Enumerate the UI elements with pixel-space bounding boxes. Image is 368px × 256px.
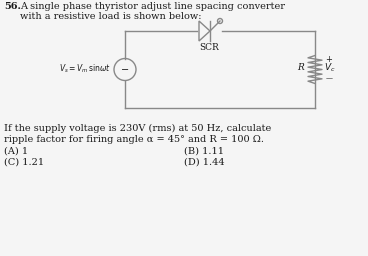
Text: $-$: $-$ [120, 63, 130, 73]
Text: SCR: SCR [199, 43, 219, 52]
Text: (B) 1.11: (B) 1.11 [184, 147, 224, 156]
Text: 56.: 56. [4, 2, 21, 11]
Text: $V_s = V_m\,\mathrm{sin}\omega t$: $V_s = V_m\,\mathrm{sin}\omega t$ [59, 62, 111, 75]
Text: ripple factor for firing angle α = 45° and R = 100 Ω.: ripple factor for firing angle α = 45° a… [4, 135, 264, 144]
Text: $V_c$: $V_c$ [324, 61, 336, 74]
Text: A single phase thyristor adjust line spacing converter: A single phase thyristor adjust line spa… [20, 2, 285, 11]
Text: —: — [326, 76, 333, 81]
Text: If the supply voltage is 230V (rms) at 50 Hz, calculate: If the supply voltage is 230V (rms) at 5… [4, 124, 271, 133]
Text: (D) 1.44: (D) 1.44 [184, 158, 224, 167]
Text: (A) 1: (A) 1 [4, 147, 28, 156]
Text: (C) 1.21: (C) 1.21 [4, 158, 44, 167]
Text: with a resistive load is shown below:: with a resistive load is shown below: [20, 12, 202, 21]
Text: +: + [325, 55, 332, 64]
Text: R: R [297, 63, 304, 72]
Circle shape [217, 18, 223, 24]
